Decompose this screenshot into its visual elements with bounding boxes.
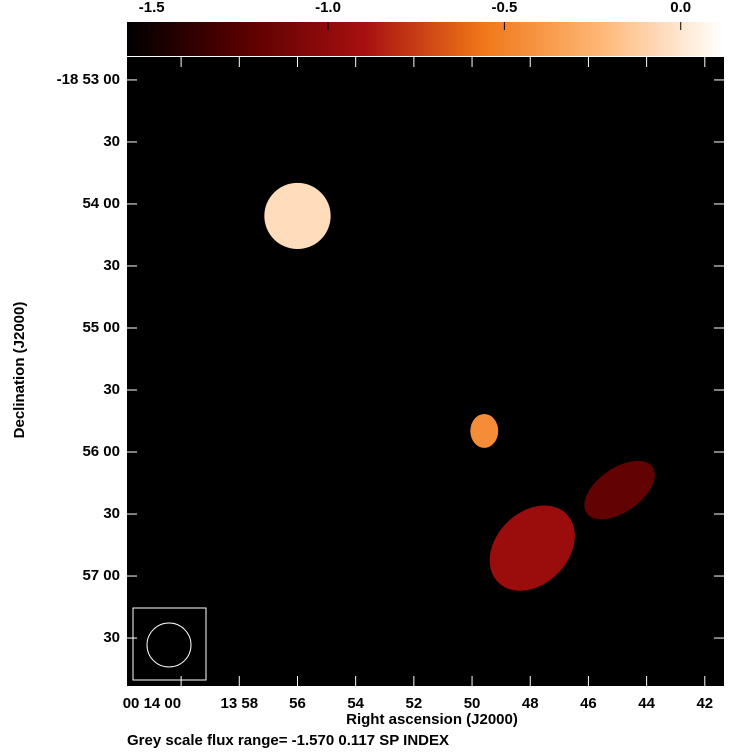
y-tick-label: 30 xyxy=(103,629,120,646)
x-tick-label: 13 58 xyxy=(221,695,259,712)
x-tick-label: 46 xyxy=(580,695,597,712)
source xyxy=(470,413,499,448)
x-axis-label: Right ascension (J2000) xyxy=(346,711,518,728)
y-tick-label: 57 00 xyxy=(82,567,120,584)
y-tick-label: 56 00 xyxy=(82,443,120,460)
colorbar-tick-label: -1.0 xyxy=(315,0,341,16)
beam xyxy=(146,622,192,668)
colorbar-tick-label: -0.5 xyxy=(491,0,517,16)
y-tick-label: 30 xyxy=(103,133,120,150)
y-tick-label: -18 53 00 xyxy=(57,71,120,88)
colorbar-tick-label: 0.0 xyxy=(670,0,691,16)
y-tick-label: 54 00 xyxy=(82,195,120,212)
plot-area xyxy=(127,57,724,686)
x-tick-label: 44 xyxy=(638,695,655,712)
x-tick-label: 48 xyxy=(522,695,539,712)
x-tick-label: 42 xyxy=(696,695,713,712)
colorbar xyxy=(127,22,722,56)
y-tick-label: 30 xyxy=(103,505,120,522)
y-tick-label: 55 00 xyxy=(82,319,120,336)
footer: Grey scale flux range= -1.570 0.117 SP I… xyxy=(127,732,449,749)
colorbar-tick-label: -1.5 xyxy=(139,0,165,16)
y-tick-label: 30 xyxy=(103,381,120,398)
x-tick-label: 54 xyxy=(347,695,364,712)
x-tick-label: 00 14 00 xyxy=(123,695,181,712)
x-tick-label: 56 xyxy=(289,695,306,712)
x-tick-label: 52 xyxy=(406,695,423,712)
y-axis-label: Declination (J2000) xyxy=(11,302,28,439)
source xyxy=(584,460,655,520)
y-tick-label: 30 xyxy=(103,257,120,274)
x-tick-label: 50 xyxy=(464,695,481,712)
beam-box xyxy=(132,607,207,681)
source xyxy=(264,182,331,250)
source xyxy=(489,505,575,591)
